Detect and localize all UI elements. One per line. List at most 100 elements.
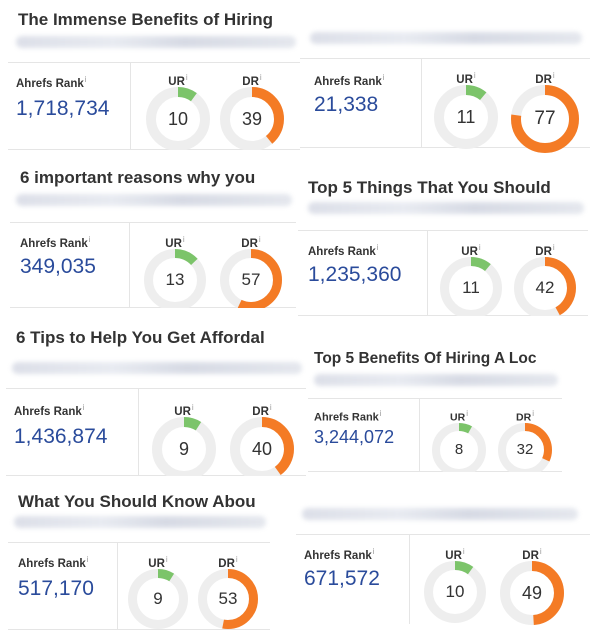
- dr-value: 57: [241, 270, 261, 289]
- ur-label: URi: [168, 73, 188, 88]
- ur-gauge: URi 8: [432, 409, 486, 472]
- ahrefs-rank-value: 1,235,360: [308, 263, 402, 286]
- info-icon[interactable]: i: [235, 555, 238, 564]
- ur-label: URi: [165, 235, 185, 250]
- dr-donut: [220, 87, 284, 150]
- info-icon[interactable]: i: [376, 243, 379, 252]
- ur-value: 13: [165, 270, 185, 289]
- ahrefs-rank-value: 1,718,734: [16, 97, 110, 120]
- info-icon[interactable]: i: [259, 73, 262, 82]
- blurred-url: [310, 32, 582, 44]
- dr-value: 40: [251, 439, 273, 459]
- info-icon[interactable]: i: [269, 403, 272, 412]
- ahrefs-rank-label: Ahrefs Ranki: [314, 409, 382, 424]
- ahrefs-rank-box: Ahrefs Ranki 3,244,072: [308, 399, 420, 471]
- dr-gauge: DRi 53: [198, 555, 258, 629]
- ur-donut: [152, 417, 216, 476]
- ur-value: 10: [167, 109, 189, 129]
- ur-donut: [434, 85, 498, 149]
- ur-donut-track: [152, 417, 216, 476]
- info-icon[interactable]: i: [473, 71, 476, 80]
- dr-value: 77: [534, 108, 556, 129]
- info-icon[interactable]: i: [552, 243, 555, 252]
- info-icon[interactable]: i: [478, 243, 481, 252]
- dr-donut-arc: [514, 257, 576, 316]
- dr-donut-arc: [500, 561, 564, 625]
- info-icon[interactable]: i: [539, 547, 542, 556]
- result-card-6: Top 5 Benefits Of Hiring A Loc Ahrefs Ra…: [308, 340, 562, 472]
- dr-donut-arc: [511, 85, 579, 153]
- dr-label: DRi: [535, 71, 555, 86]
- metrics-row: Ahrefs Ranki 671,572 URi 10 DRi 49: [296, 534, 590, 625]
- ur-donut-arc: [432, 423, 486, 472]
- ahrefs-rank-label: Ahrefs Ranki: [20, 235, 91, 250]
- info-icon[interactable]: i: [382, 73, 385, 82]
- ahrefs-rank-label: Ahrefs Ranki: [16, 75, 87, 90]
- card-title[interactable]: 6 Tips to Help You Get Affordal: [16, 328, 265, 347]
- info-icon[interactable]: i: [462, 547, 465, 556]
- info-icon[interactable]: i: [532, 409, 534, 418]
- ahrefs-rank-label: Ahrefs Ranki: [314, 73, 385, 88]
- info-icon[interactable]: i: [258, 235, 261, 244]
- ur-gauge: URi 11: [440, 243, 502, 316]
- dr-gauge: DRi 57: [220, 235, 282, 308]
- dr-donut: [500, 561, 564, 625]
- ur-label: URi: [148, 555, 168, 570]
- dr-donut: [198, 569, 258, 629]
- ur-donut: [128, 569, 188, 629]
- blurred-url: [14, 516, 266, 528]
- ahrefs-rank-box: Ahrefs Ranki 1,436,874: [6, 389, 139, 475]
- dr-donut-arc: [198, 569, 258, 629]
- card-title[interactable]: Top 5 Benefits Of Hiring A Loc: [314, 350, 537, 367]
- ahrefs-rank-box: Ahrefs Ranki 1,718,734: [8, 63, 131, 149]
- ahrefs-rank-box: Ahrefs Ranki 517,170: [8, 543, 118, 629]
- card-title[interactable]: Top 5 Things That You Should: [308, 178, 551, 197]
- dr-label: DRi: [535, 243, 555, 258]
- dr-value: 53: [218, 589, 238, 608]
- info-icon[interactable]: i: [182, 235, 185, 244]
- info-icon[interactable]: i: [191, 403, 194, 412]
- dr-gauge: DRi 39: [220, 73, 284, 150]
- info-icon[interactable]: i: [82, 403, 85, 412]
- ahrefs-rank-box: Ahrefs Ranki 349,035: [10, 223, 130, 307]
- ahrefs-rank-value: 3,244,072: [314, 427, 395, 447]
- card-title[interactable]: 6 important reasons why you: [20, 168, 256, 187]
- dr-donut: [511, 85, 579, 153]
- ahrefs-rank-box: Ahrefs Ranki 671,572: [296, 535, 410, 624]
- dr-donut: [514, 257, 576, 316]
- info-icon[interactable]: i: [379, 409, 382, 418]
- dr-gauge: DRi 32: [498, 409, 552, 472]
- card-title[interactable]: The Immense Benefits of Hiring: [18, 10, 274, 29]
- ahrefs-rank-value: 349,035: [20, 255, 96, 278]
- result-card-7: What You Should Know Abou Ahrefs Ranki 5…: [8, 486, 270, 630]
- dr-gauge: DRi 40: [230, 403, 294, 476]
- ur-gauge: URi 13: [144, 235, 206, 308]
- info-icon[interactable]: i: [86, 555, 89, 564]
- ur-value: 9: [178, 439, 189, 459]
- dr-label: DRi: [522, 547, 542, 562]
- card-title[interactable]: What You Should Know Abou: [18, 492, 256, 511]
- ur-gauge: URi 9: [128, 555, 188, 629]
- info-icon[interactable]: i: [185, 73, 188, 82]
- ur-value: 11: [456, 107, 476, 127]
- info-icon[interactable]: i: [84, 75, 87, 84]
- blurred-url: [308, 202, 584, 214]
- ur-label: URi: [461, 243, 481, 258]
- ur-donut-arc: [434, 85, 498, 149]
- blurred-url: [16, 194, 292, 206]
- ur-value: 9: [153, 589, 163, 608]
- ur-donut: [146, 87, 210, 150]
- dr-donut-arc: [230, 417, 294, 476]
- info-icon[interactable]: i: [88, 235, 91, 244]
- dr-donut-arc: [498, 423, 552, 472]
- info-icon[interactable]: i: [552, 71, 555, 80]
- ur-donut-arc: [128, 569, 188, 629]
- info-icon[interactable]: i: [466, 409, 468, 418]
- dr-donut: [220, 249, 282, 308]
- info-icon[interactable]: i: [165, 555, 168, 564]
- info-icon[interactable]: i: [372, 547, 375, 556]
- result-card-5: 6 Tips to Help You Get Affordal Ahrefs R…: [6, 326, 306, 476]
- ur-donut: [424, 561, 486, 623]
- result-card-8: Ahrefs Ranki 671,572 URi 10 DRi 49: [296, 500, 590, 640]
- dr-label: DRi: [252, 403, 272, 418]
